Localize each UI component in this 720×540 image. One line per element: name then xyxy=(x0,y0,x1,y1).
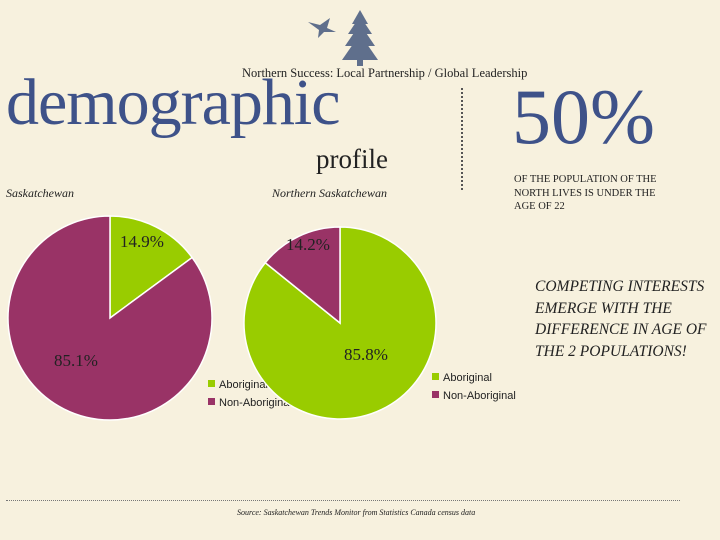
pie-slice-saskatchewan-non-aboriginal xyxy=(7,215,213,421)
horizontal-divider xyxy=(6,500,680,501)
legend-swatch-northern-non-aboriginal xyxy=(432,391,439,398)
legend-label-northern-aboriginal: Aboriginal xyxy=(443,372,492,384)
pie-slice-saskatchewan-aboriginal xyxy=(109,215,194,320)
chart-title-northern: Northern Saskatchewan xyxy=(272,186,387,200)
legend-label-saskatchewan-aboriginal: Aboriginal xyxy=(219,379,268,391)
stat-value: 50% xyxy=(512,73,655,160)
legend-label-saskatchewan-non-aboriginal: Non-Aboriginal xyxy=(219,397,292,409)
legend-swatch-saskatchewan-non-aboriginal xyxy=(208,398,215,405)
vertical-divider xyxy=(461,88,463,190)
legend-swatch-northern-aboriginal xyxy=(432,373,439,380)
page-subtitle: profile xyxy=(316,144,388,174)
page-title: demographic xyxy=(6,66,341,139)
tagline: Northern Success: Local Partnership / Gl… xyxy=(242,66,528,80)
data-label-saskatchewan-non-aboriginal: 85.1% xyxy=(54,351,98,370)
data-label-northern-non-aboriginal: 14.2% xyxy=(286,235,330,254)
data-label-saskatchewan-aboriginal: 14.9% xyxy=(120,232,164,251)
eagle-icon xyxy=(308,18,336,38)
chart-title-saskatchewan: Saskatchewan xyxy=(6,186,74,200)
eagle-tree-logo xyxy=(308,10,378,66)
legend-label-northern-non-aboriginal: Non-Aboriginal xyxy=(443,390,516,402)
source-note: Source: Saskatchewan Trends Monitor from… xyxy=(237,508,476,517)
tree-icon xyxy=(342,10,378,66)
stat-description: OF THE POPULATION OF THE NORTH LIVES IS … xyxy=(514,174,657,213)
note-text: COMPETING INTERESTS EMERGE WITH THE DIFF… xyxy=(535,278,707,361)
data-label-northern-aboriginal: 85.8% xyxy=(344,345,388,364)
pie-slice-northern-non-aboriginal xyxy=(264,226,341,325)
legend-swatch-saskatchewan-aboriginal xyxy=(208,380,215,387)
